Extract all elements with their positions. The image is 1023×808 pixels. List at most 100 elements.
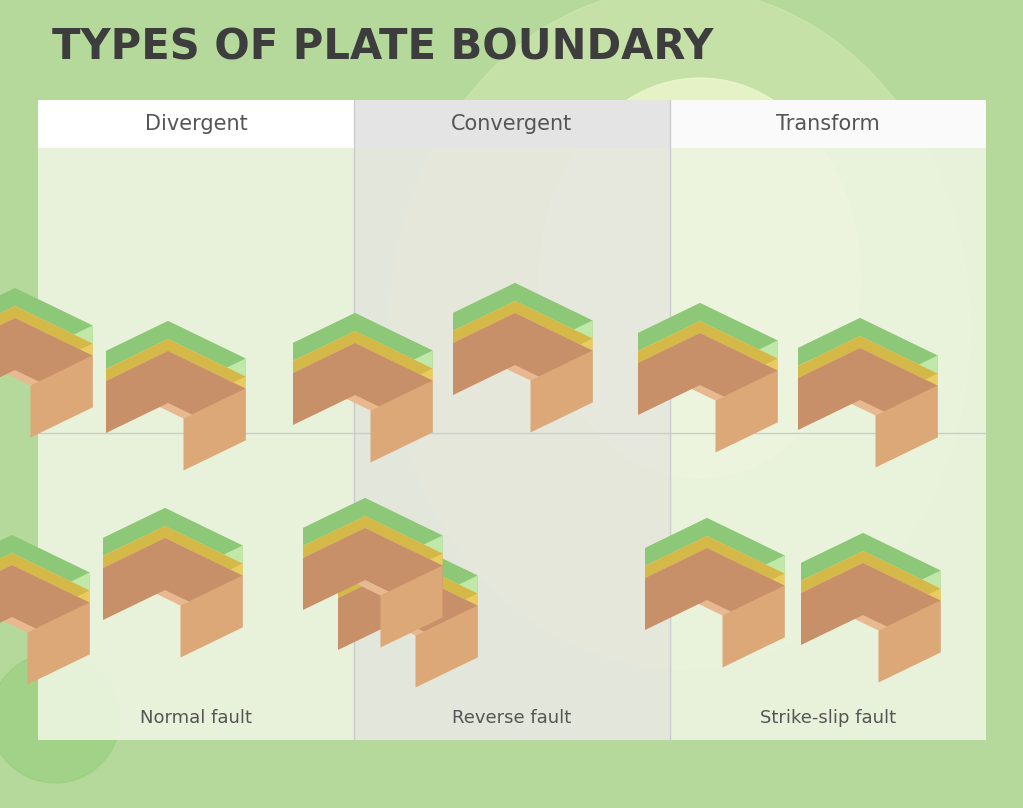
Polygon shape bbox=[700, 321, 777, 371]
Polygon shape bbox=[531, 339, 592, 381]
Polygon shape bbox=[707, 548, 785, 638]
Bar bbox=[38, 100, 354, 740]
Polygon shape bbox=[370, 368, 433, 410]
Polygon shape bbox=[722, 586, 785, 667]
Polygon shape bbox=[103, 538, 242, 605]
Polygon shape bbox=[0, 553, 89, 621]
Ellipse shape bbox=[540, 78, 860, 478]
Polygon shape bbox=[293, 313, 433, 381]
Polygon shape bbox=[515, 301, 592, 351]
Polygon shape bbox=[0, 535, 12, 583]
Polygon shape bbox=[801, 551, 863, 593]
Polygon shape bbox=[293, 343, 433, 410]
Polygon shape bbox=[638, 333, 777, 401]
Text: Normal fault: Normal fault bbox=[140, 709, 252, 727]
Polygon shape bbox=[707, 518, 785, 574]
Polygon shape bbox=[355, 313, 433, 368]
Polygon shape bbox=[863, 551, 940, 600]
Polygon shape bbox=[798, 318, 860, 366]
Polygon shape bbox=[801, 563, 863, 645]
Polygon shape bbox=[644, 536, 785, 604]
Polygon shape bbox=[12, 535, 89, 591]
Polygon shape bbox=[370, 351, 433, 398]
Circle shape bbox=[0, 653, 120, 783]
Polygon shape bbox=[303, 528, 443, 595]
Polygon shape bbox=[370, 381, 433, 462]
Polygon shape bbox=[183, 377, 246, 419]
Polygon shape bbox=[700, 333, 777, 423]
Polygon shape bbox=[638, 333, 700, 415]
Polygon shape bbox=[0, 565, 89, 633]
Polygon shape bbox=[180, 545, 242, 594]
Polygon shape bbox=[0, 565, 12, 647]
Polygon shape bbox=[165, 526, 242, 575]
Polygon shape bbox=[0, 306, 15, 348]
Polygon shape bbox=[381, 553, 443, 595]
Polygon shape bbox=[103, 526, 242, 594]
Polygon shape bbox=[303, 498, 443, 566]
Polygon shape bbox=[0, 306, 92, 373]
Polygon shape bbox=[28, 591, 89, 633]
Polygon shape bbox=[365, 498, 443, 553]
Polygon shape bbox=[338, 568, 478, 636]
Polygon shape bbox=[15, 306, 92, 356]
Polygon shape bbox=[453, 283, 592, 351]
Polygon shape bbox=[715, 340, 777, 389]
Bar bbox=[354, 100, 670, 148]
Polygon shape bbox=[365, 516, 443, 566]
Polygon shape bbox=[106, 321, 168, 369]
Polygon shape bbox=[801, 533, 863, 581]
Polygon shape bbox=[103, 526, 165, 568]
Polygon shape bbox=[0, 288, 15, 336]
Polygon shape bbox=[293, 331, 433, 398]
Polygon shape bbox=[183, 359, 246, 406]
Polygon shape bbox=[644, 518, 785, 586]
Polygon shape bbox=[415, 605, 478, 688]
Polygon shape bbox=[15, 288, 92, 343]
Polygon shape bbox=[168, 339, 246, 389]
Polygon shape bbox=[415, 594, 478, 636]
Polygon shape bbox=[165, 508, 242, 563]
Polygon shape bbox=[106, 339, 246, 406]
Polygon shape bbox=[715, 371, 777, 452]
Polygon shape bbox=[31, 356, 92, 437]
Polygon shape bbox=[365, 528, 443, 617]
Polygon shape bbox=[798, 336, 860, 378]
Polygon shape bbox=[453, 313, 515, 395]
Polygon shape bbox=[293, 331, 355, 373]
Text: Reverse fault: Reverse fault bbox=[452, 709, 572, 727]
Ellipse shape bbox=[390, 0, 970, 668]
Polygon shape bbox=[715, 359, 777, 401]
Polygon shape bbox=[515, 313, 592, 402]
Polygon shape bbox=[531, 321, 592, 368]
Polygon shape bbox=[801, 563, 940, 630]
Bar bbox=[354, 100, 670, 740]
Polygon shape bbox=[707, 536, 785, 586]
Polygon shape bbox=[860, 318, 937, 373]
Polygon shape bbox=[293, 313, 355, 361]
Polygon shape bbox=[722, 556, 785, 604]
Polygon shape bbox=[338, 538, 478, 605]
Polygon shape bbox=[0, 288, 92, 356]
Polygon shape bbox=[644, 548, 785, 616]
Polygon shape bbox=[400, 556, 478, 605]
Polygon shape bbox=[860, 348, 937, 437]
Text: TYPES OF PLATE BOUNDARY: TYPES OF PLATE BOUNDARY bbox=[52, 27, 713, 69]
Polygon shape bbox=[400, 538, 478, 594]
Polygon shape bbox=[638, 303, 700, 351]
Polygon shape bbox=[165, 538, 242, 628]
Text: Convergent: Convergent bbox=[451, 114, 573, 134]
Polygon shape bbox=[0, 553, 12, 595]
Polygon shape bbox=[638, 321, 777, 389]
Polygon shape bbox=[106, 321, 246, 389]
Polygon shape bbox=[338, 556, 478, 624]
Polygon shape bbox=[106, 339, 168, 381]
Text: Strike-slip fault: Strike-slip fault bbox=[760, 709, 896, 727]
Polygon shape bbox=[0, 318, 92, 385]
Polygon shape bbox=[801, 551, 940, 618]
Polygon shape bbox=[644, 536, 707, 578]
Polygon shape bbox=[879, 588, 940, 630]
Bar bbox=[38, 100, 354, 148]
Polygon shape bbox=[453, 301, 592, 368]
Polygon shape bbox=[31, 343, 92, 385]
